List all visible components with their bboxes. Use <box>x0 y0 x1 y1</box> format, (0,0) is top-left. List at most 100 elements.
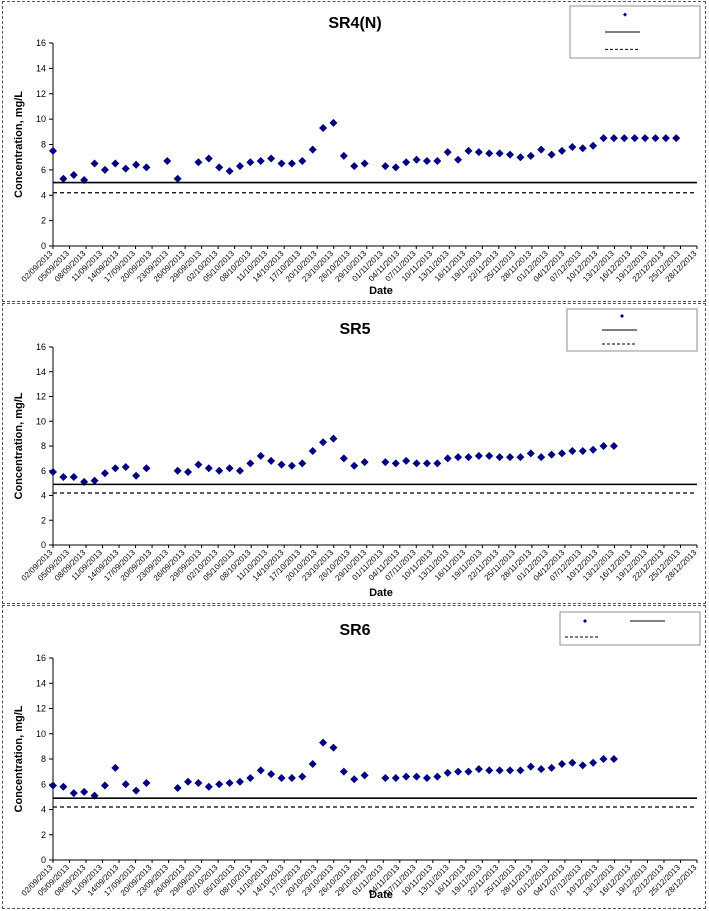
y-tick-label: 6 <box>41 165 46 175</box>
data-point <box>142 778 151 787</box>
data-point <box>578 761 587 770</box>
data-point <box>267 770 276 779</box>
chart-panel-sr5: SR5 0 2 4 6 8 10 12 14 16 02/09/2013 05/09/2013 08/0… <box>2 303 706 604</box>
data-point <box>350 461 359 470</box>
data-point <box>485 451 494 460</box>
data-point <box>59 174 68 183</box>
data-point <box>609 134 618 143</box>
chart-panel-sr6: SR6 0 2 4 6 8 10 12 14 16 02/09/2013 05/09/2013 08/0… <box>2 605 706 909</box>
data-point <box>69 170 78 179</box>
data-point <box>537 765 546 774</box>
data-point <box>308 145 317 154</box>
data-point <box>329 743 338 752</box>
data-point <box>485 766 494 775</box>
data-point <box>121 780 130 789</box>
data-point <box>100 781 109 790</box>
data-point <box>287 159 296 168</box>
data-point <box>111 763 120 772</box>
data-point <box>412 459 421 468</box>
data-point <box>557 146 566 155</box>
data-point <box>69 789 78 798</box>
data-point <box>173 466 182 475</box>
data-point <box>267 154 276 163</box>
data-point <box>630 134 639 143</box>
data-point <box>132 160 141 169</box>
y-tick-label: 6 <box>41 466 46 476</box>
y-tick-label: 8 <box>41 140 46 150</box>
y-tick-label: 6 <box>41 779 46 789</box>
legend-marker-points <box>620 314 624 318</box>
data-point <box>474 148 483 157</box>
data-point <box>506 150 515 159</box>
y-tick-label: 14 <box>36 63 46 73</box>
data-point <box>49 146 57 155</box>
y-tick-label: 0 <box>41 855 46 865</box>
data-point <box>485 149 494 158</box>
data-point <box>360 159 369 168</box>
data-point <box>672 134 681 143</box>
data-point <box>495 149 504 158</box>
data-point <box>609 755 618 763</box>
data-point <box>49 781 57 790</box>
data-point <box>298 459 307 468</box>
data-point <box>111 159 120 168</box>
data-point <box>121 164 130 173</box>
data-point <box>339 151 348 160</box>
y-tick-label: 2 <box>41 830 46 840</box>
data-point <box>194 460 203 469</box>
data-point <box>142 163 151 172</box>
data-point <box>59 472 68 481</box>
data-point <box>215 780 224 789</box>
data-point <box>298 772 307 781</box>
data-point <box>256 156 265 165</box>
data-point <box>350 775 359 784</box>
data-point <box>246 773 255 782</box>
y-tick-label: 10 <box>36 416 46 426</box>
data-point <box>194 158 203 167</box>
data-point <box>422 459 431 468</box>
data-point <box>464 453 473 462</box>
data-point <box>516 153 525 162</box>
data-point <box>277 159 286 168</box>
data-point <box>412 772 421 781</box>
data-point <box>350 162 359 171</box>
data-point <box>589 141 598 150</box>
data-point <box>443 454 452 463</box>
data-point <box>163 156 172 165</box>
data-point <box>111 464 120 473</box>
data-point <box>391 773 400 782</box>
data-point <box>49 467 57 476</box>
chart-sr5: SR5024681012141602/09/201305/09/201308/0… <box>13 308 699 599</box>
data-point <box>308 446 317 455</box>
data-point <box>422 773 431 782</box>
y-tick-label: 0 <box>41 540 46 550</box>
chart-sr6: SR6024681012141602/09/201305/09/201308/0… <box>13 611 701 901</box>
data-point <box>90 159 99 168</box>
data-point <box>329 118 338 127</box>
data-point <box>287 461 296 470</box>
data-point <box>568 143 577 152</box>
chart-sr4n: SR4(N)024681012141602/09/201305/09/20130… <box>13 5 701 297</box>
data-point <box>381 162 390 171</box>
data-point <box>132 471 141 480</box>
data-point <box>59 782 68 791</box>
data-point <box>547 150 556 159</box>
data-point <box>578 144 587 153</box>
data-point <box>267 456 276 465</box>
data-point <box>298 156 307 165</box>
data-point <box>246 158 255 167</box>
y-tick-label: 12 <box>36 704 46 714</box>
data-point <box>651 134 660 143</box>
y-tick-label: 4 <box>41 190 46 200</box>
data-point <box>235 162 244 171</box>
data-point <box>69 472 78 481</box>
y-tick-label: 16 <box>36 38 46 48</box>
data-point <box>433 772 442 781</box>
y-tick-label: 12 <box>36 89 46 99</box>
chart-title: SR5 <box>339 321 370 338</box>
data-point <box>319 124 328 133</box>
y-tick-label: 14 <box>36 678 46 688</box>
data-point <box>526 449 535 458</box>
data-point <box>287 773 296 782</box>
data-point <box>215 466 224 475</box>
